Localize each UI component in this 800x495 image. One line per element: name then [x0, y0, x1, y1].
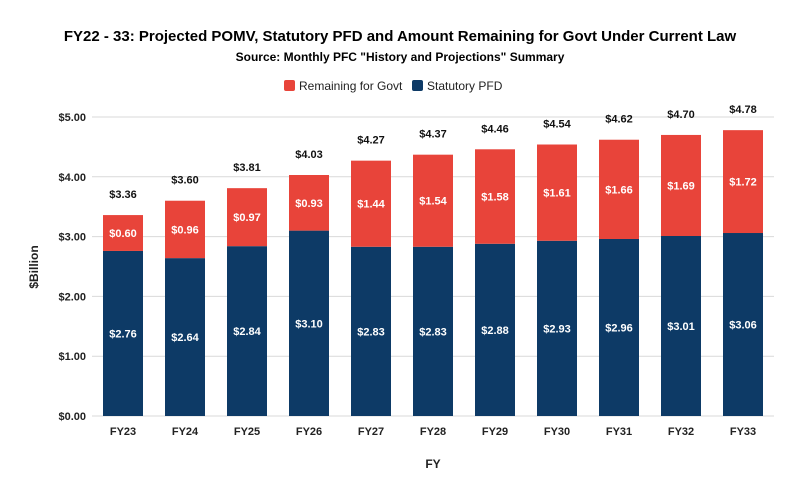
- bar-statutory-pfd: [723, 233, 763, 416]
- data-label-statutory-pfd: $2.76: [109, 328, 137, 340]
- data-label-statutory-pfd: $2.96: [605, 322, 633, 334]
- x-tick-label: FY29: [482, 426, 508, 438]
- bar-statutory-pfd: [475, 243, 515, 416]
- data-label-remaining-for-govt: $1.54: [419, 196, 447, 208]
- bar-remaining-for-govt: [661, 134, 701, 237]
- data-label-statutory-pfd: $2.83: [357, 326, 385, 338]
- data-label-total: $4.70: [667, 109, 695, 121]
- y-tick-label: $1.00: [58, 351, 86, 363]
- data-label-total: $4.27: [357, 135, 385, 147]
- data-label-remaining-for-govt: $1.44: [357, 199, 385, 211]
- data-label-remaining-for-govt: $0.60: [109, 228, 137, 240]
- chart-title: FY22 - 33: Projected POMV, Statutory PFD…: [64, 28, 737, 45]
- y-tick-label: $5.00: [58, 112, 86, 124]
- bar-remaining-for-govt: [351, 160, 391, 247]
- x-tick-label: FY33: [730, 426, 756, 438]
- legend-swatch-pfd: [412, 80, 423, 91]
- bar-remaining-for-govt: [537, 144, 577, 241]
- x-axis-ticks: FY23 FY24 FY25 FY26 FY27 FY28 FY29 FY30 FY31 FY32…: [110, 426, 756, 438]
- bar-remaining-for-govt: [103, 215, 143, 251]
- data-label-total: $4.54: [543, 119, 571, 131]
- data-label-remaining-for-govt: $1.66: [605, 184, 633, 196]
- bar-statutory-pfd: [165, 258, 205, 416]
- bar-statutory-pfd: [413, 246, 453, 416]
- bar-remaining-for-govt: [289, 175, 329, 231]
- data-label-total: $4.37: [419, 129, 447, 141]
- data-label-total: $4.78: [729, 104, 757, 116]
- data-label-total: $3.81: [233, 162, 261, 174]
- data-label-statutory-pfd: $3.06: [729, 320, 757, 332]
- bar-remaining-for-govt: [165, 200, 205, 259]
- data-label-statutory-pfd: $2.93: [543, 323, 571, 335]
- x-tick-label: FY32: [668, 426, 694, 438]
- data-label-remaining-for-govt: $0.96: [171, 224, 199, 236]
- y-tick-label: $2.00: [58, 291, 86, 303]
- bar-remaining-for-govt: [413, 154, 453, 247]
- bar-remaining-for-govt: [723, 130, 763, 234]
- legend-label-remaining: Remaining for Govt: [299, 79, 403, 93]
- x-tick-label: FY27: [358, 426, 384, 438]
- data-label-remaining-for-govt: $1.61: [543, 188, 571, 200]
- y-axis-ticks: $0.00 $1.00 $2.00 $3.00 $4.00 $5.00: [58, 112, 86, 423]
- bar-statutory-pfd: [103, 250, 143, 416]
- x-tick-label: FY25: [234, 426, 260, 438]
- x-tick-label: FY26: [296, 426, 322, 438]
- bar-statutory-pfd: [537, 240, 577, 416]
- data-label-total: $4.62: [605, 114, 633, 126]
- data-label-statutory-pfd: $2.84: [233, 326, 261, 338]
- data-label-statutory-pfd: $2.64: [171, 332, 199, 344]
- legend-label-pfd: Statutory PFD: [427, 79, 503, 93]
- data-label-total: $3.36: [109, 189, 137, 201]
- bar-remaining-for-govt: [227, 188, 267, 247]
- bar-statutory-pfd: [599, 238, 639, 416]
- data-label-statutory-pfd: $2.88: [481, 325, 509, 337]
- bar-statutory-pfd: [289, 230, 329, 416]
- chart-subtitle: Source: Monthly PFC "History and Project…: [236, 50, 565, 64]
- legend: Remaining for Govt Statutory PFD: [284, 79, 503, 93]
- bar-remaining-for-govt: [599, 139, 639, 239]
- data-label-remaining-for-govt: $0.93: [295, 198, 323, 210]
- x-tick-label: FY30: [544, 426, 570, 438]
- y-axis-label: $Billion: [27, 245, 41, 288]
- data-label-statutory-pfd: $3.01: [667, 321, 695, 333]
- data-label-total: $4.03: [295, 149, 323, 161]
- data-label-remaining-for-govt: $1.58: [481, 192, 509, 204]
- bars: $2.76 $0.60 $3.36 $2.64 $0.96 $3.60 $2.84 $0.97…: [103, 104, 763, 416]
- data-label-remaining-for-govt: $1.72: [729, 177, 757, 189]
- data-label-statutory-pfd: $2.83: [419, 326, 447, 338]
- data-label-remaining-for-govt: $0.97: [233, 212, 261, 224]
- data-label-total: $3.60: [171, 175, 199, 187]
- x-tick-label: FY28: [420, 426, 446, 438]
- x-tick-label: FY24: [172, 426, 199, 438]
- legend-swatch-remaining: [284, 80, 295, 91]
- bar-statutory-pfd: [351, 246, 391, 416]
- data-label-total: $4.46: [481, 123, 509, 135]
- x-tick-label: FY31: [606, 426, 632, 438]
- bar-statutory-pfd: [227, 246, 267, 416]
- data-label-statutory-pfd: $3.10: [295, 318, 323, 330]
- bar-statutory-pfd: [661, 236, 701, 416]
- y-tick-label: $4.00: [58, 172, 86, 184]
- data-label-remaining-for-govt: $1.69: [667, 180, 695, 192]
- bar-remaining-for-govt: [475, 149, 515, 244]
- y-tick-label: $0.00: [58, 411, 86, 423]
- x-tick-label: FY23: [110, 426, 136, 438]
- y-tick-label: $3.00: [58, 232, 86, 244]
- x-axis-label: FY: [425, 457, 440, 471]
